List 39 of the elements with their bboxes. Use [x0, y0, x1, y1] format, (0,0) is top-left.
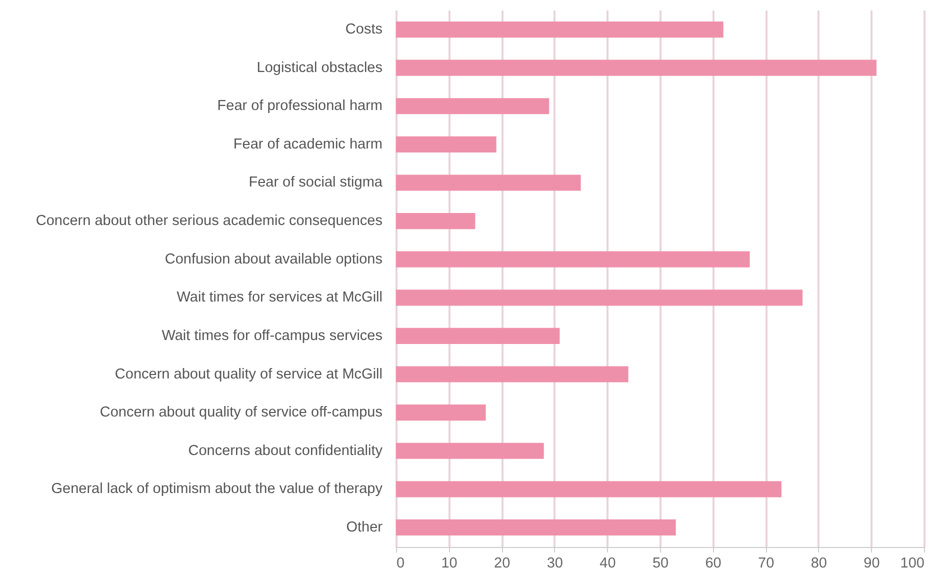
y-tick-label: Wait times for services at McGill [176, 290, 382, 306]
bar [396, 251, 750, 268]
y-tick-label: Fear of social stigma [248, 174, 384, 191]
bar [396, 290, 803, 306]
y-tick-label: Other [346, 519, 383, 536]
y-tick-label: Fear of professional harm [217, 98, 382, 114]
y-tick-label: Wait times for off-campus services [162, 328, 382, 344]
bar [396, 442, 544, 459]
bar [396, 98, 550, 114]
bar [396, 404, 486, 421]
x-tick-label: 80 [810, 556, 827, 572]
x-tick-label: 60 [705, 556, 722, 572]
bar [396, 60, 876, 76]
bar [396, 21, 724, 38]
y-tick-label: Costs [345, 22, 382, 38]
y-tick-label: General lack of optimism about the value of therapy [51, 481, 384, 498]
bar [396, 519, 676, 536]
x-tick-label: 40 [600, 556, 616, 572]
y-tick-label: Logistical obstacles [256, 60, 382, 76]
bar [396, 481, 782, 498]
x-tick-label: 0 [396, 556, 405, 572]
y-tick-label: Concern about quality of service at McGill [114, 366, 382, 382]
y-tick-label: Concerns about confidentiality [188, 442, 384, 459]
y-tick-label: Confusion about available options [164, 251, 382, 268]
y-tick-label: Concern about quality of service off-campus [100, 404, 382, 421]
bar [396, 366, 628, 382]
y-tick-label: Fear of academic harm [233, 136, 382, 152]
bar [396, 136, 496, 152]
bar [396, 174, 581, 191]
x-tick-label: 20 [494, 556, 510, 572]
bar [396, 328, 560, 344]
x-tick-label: 30 [546, 556, 563, 572]
x-tick-label: 90 [864, 556, 880, 572]
x-tick-label: 10 [441, 556, 458, 572]
y-tick-label: Concern about other serious academic consequences [36, 213, 382, 230]
x-tick-label: 50 [652, 556, 669, 572]
x-tick-label: 70 [758, 556, 774, 572]
bar [396, 213, 476, 230]
x-tick-label: 100 [900, 556, 924, 572]
